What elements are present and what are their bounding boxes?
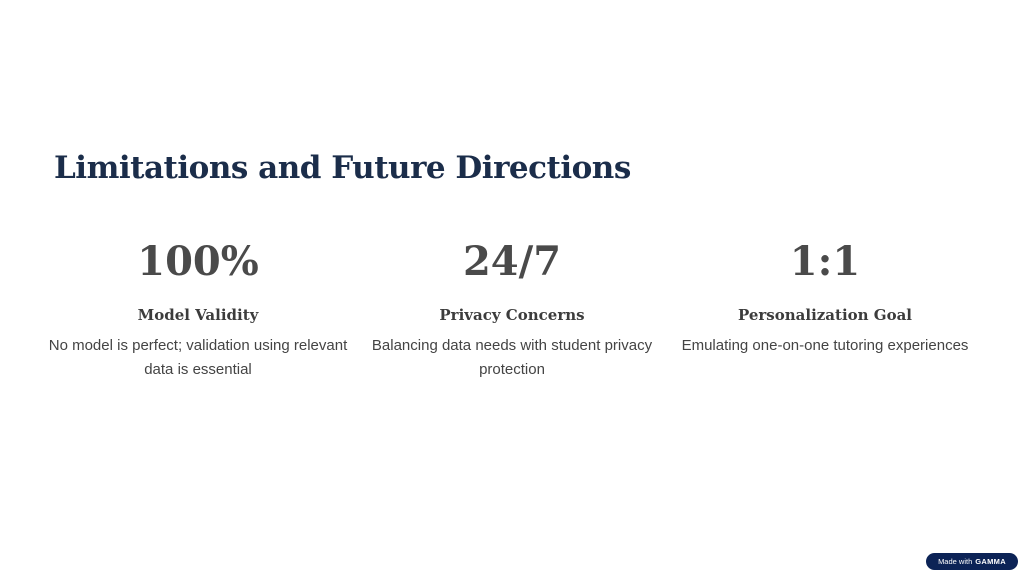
stat-card-model-validity: 100% Model Validity No model is perfect;… [48, 236, 348, 382]
stat-card-privacy-concerns: 24/7 Privacy Concerns Balancing data nee… [362, 236, 662, 382]
stat-label: Privacy Concerns [439, 306, 585, 324]
stat-value: 24/7 [462, 238, 562, 285]
stat-label: Personalization Goal [737, 306, 913, 324]
badge-prefix: Made with [938, 557, 973, 566]
stat-description: No model is perfect; validation using re… [48, 337, 348, 378]
stat-label: Model Validity [137, 306, 259, 324]
slide-title: Limitations and Future Directions [54, 150, 631, 186]
stat-description: Balancing data needs with student privac… [371, 337, 653, 378]
stat-description: Emulating one-on-one tutoring experience… [681, 337, 969, 354]
gamma-logo-text: GAMMA [975, 557, 1006, 566]
stat-value: 100% [137, 238, 259, 285]
made-with-gamma-badge[interactable]: Made with GAMMA [926, 553, 1018, 570]
stat-value: 1:1 [789, 238, 861, 285]
stat-card-personalization-goal: 1:1 Personalization Goal Emulating one-o… [675, 236, 975, 358]
